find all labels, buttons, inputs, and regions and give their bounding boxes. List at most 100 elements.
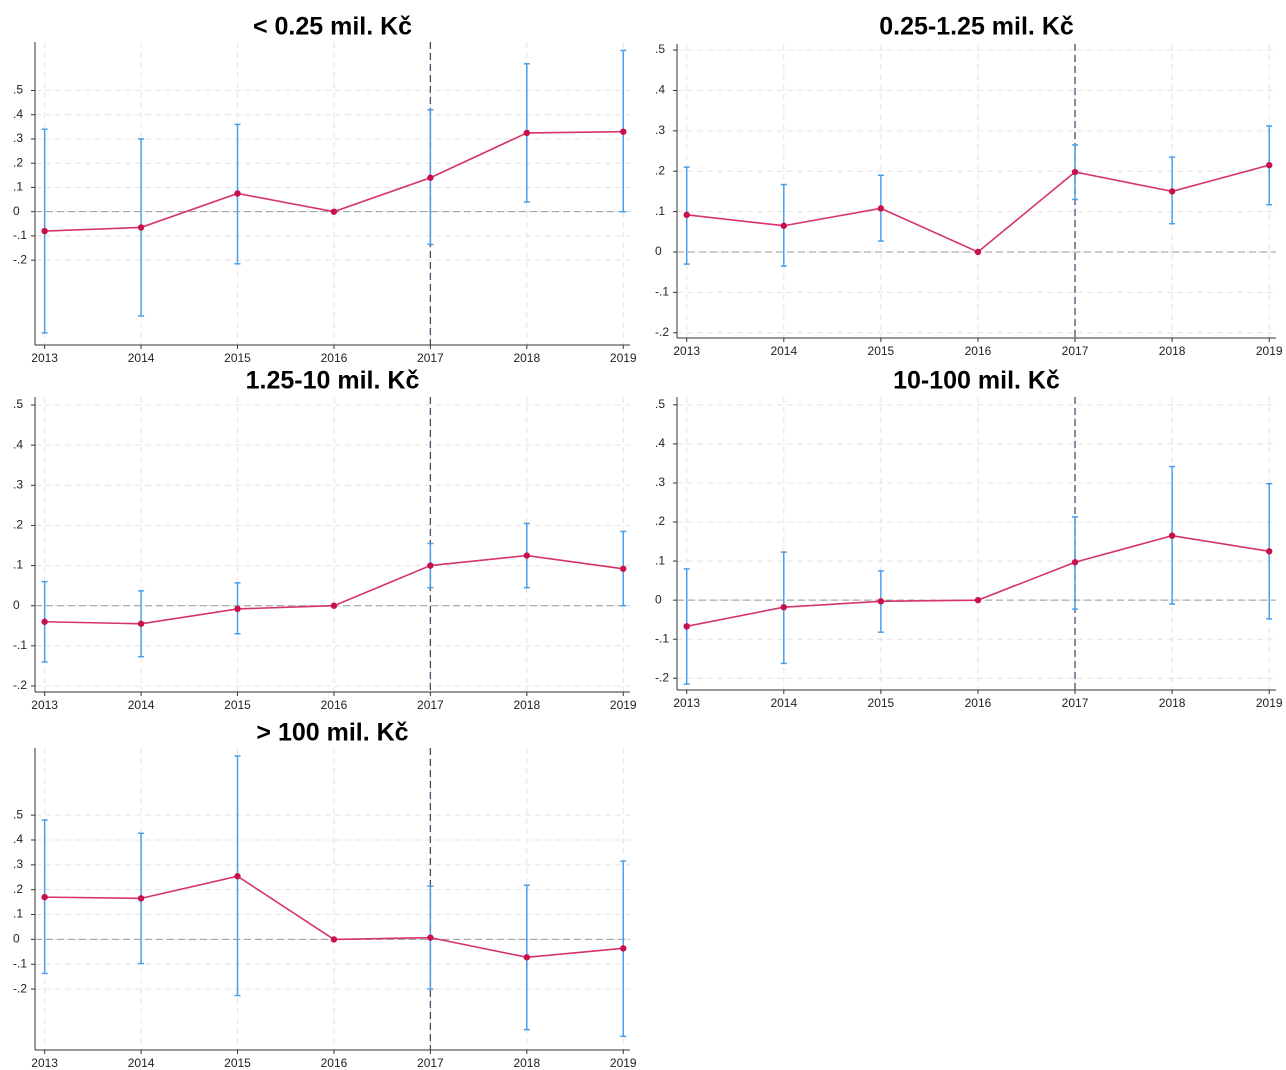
x-tick-label: 2014 [128,1056,155,1070]
point [683,211,690,219]
point [427,174,434,181]
x-tick-label: 2017 [417,1056,444,1070]
y-tick-label: .4 [655,436,665,450]
y-tick-label: -.2 [13,981,27,995]
x-tick-label: 2014 [770,344,797,358]
panel-title: > 100 mil. Kč [256,719,408,747]
x-tick-label: 2013 [673,696,700,710]
point [780,222,787,229]
point [137,620,145,627]
point [330,936,338,943]
panel: 1.25-10 mil. Kč -.2 -.1 0 .1 .2 .3 .4 .5 2013 2014… [13,367,637,713]
x-tick-label: 2016 [321,351,348,365]
y-tick-label: .4 [13,437,23,451]
x-tick-label: 2016 [321,698,348,712]
point [1266,161,1273,169]
point [780,603,787,611]
x-tick-label: 2019 [610,1056,637,1070]
y-tick-label: .3 [655,475,665,489]
point [523,552,531,559]
y-tick-label: -.1 [13,956,27,970]
point [1168,188,1176,195]
y-tick-label: .1 [13,558,23,572]
y-tick-label: .3 [13,857,23,871]
point [1168,532,1176,539]
y-tick-label: .4 [13,832,23,846]
point [877,205,885,212]
x-tick-label: 2013 [31,698,58,712]
point [137,224,145,231]
y-tick-label: -.1 [13,228,27,242]
panel: 0.25-1.25 mil. Kč -.2 -.1 0 .1 .2 .3 .4 .5 2013 20… [655,13,1283,359]
y-tick-label: .5 [655,42,665,56]
y-tick-label: -.2 [13,252,27,266]
y-tick-label: .2 [655,514,665,528]
x-tick-label: 2019 [1256,344,1283,358]
x-tick-label: 2018 [513,351,540,365]
point [330,602,338,609]
y-tick-label: .1 [13,907,23,921]
point [523,954,531,961]
x-tick-label: 2019 [610,698,637,712]
point [1071,168,1079,176]
panel: < 0.25 mil. Kč -.2 -.1 0 .1 .2 .3 .4 .5 2013 2014 2… [13,13,637,366]
y-tick-label: .4 [13,107,23,121]
y-tick-label: .2 [13,518,23,532]
point [41,618,48,625]
x-tick-label: 2016 [965,344,992,358]
panel: 10-100 mil. Kč -.2 -.1 0 .1 .2 .3 .4 .5 2013 2014 2… [655,367,1283,711]
x-tick-label: 2017 [417,351,444,365]
y-tick-label: 0 [13,204,20,218]
y-tick-label: .3 [13,131,23,145]
x-tick-label: 2014 [770,696,797,710]
y-tick-label: .2 [13,155,23,169]
point [974,596,982,604]
point [234,605,241,613]
point [41,227,48,235]
point [41,893,48,901]
y-tick-label: -.1 [13,638,27,652]
x-tick-label: 2015 [868,344,895,358]
point [620,565,627,572]
x-tick-label: 2018 [513,1056,540,1070]
x-tick-label: 2016 [321,1056,348,1070]
x-tick-label: 2015 [224,1056,251,1070]
x-tick-label: 2018 [1159,344,1186,358]
x-tick-label: 2017 [417,698,444,712]
point [234,190,241,197]
y-tick-label: -.2 [655,325,669,339]
y-tick-label: 0 [13,598,20,612]
point [974,248,982,256]
panel-title: 0.25-1.25 mil. Kč [879,13,1074,41]
x-tick-label: 2019 [610,351,637,365]
y-tick-label: .5 [13,807,23,821]
x-tick-label: 2017 [1062,344,1089,358]
y-tick-label: -.2 [13,678,27,692]
point [683,623,690,630]
x-tick-label: 2014 [128,351,155,365]
y-tick-label: .1 [655,204,665,218]
point [1266,548,1273,555]
x-tick-label: 2014 [128,698,155,712]
x-tick-label: 2013 [31,351,58,365]
point [427,562,434,569]
y-tick-label: .5 [13,83,23,97]
y-tick-label: 0 [655,244,662,258]
point [523,129,531,137]
point [1071,559,1079,566]
x-tick-label: 2013 [673,344,700,358]
point [137,895,145,902]
y-tick-label: .5 [13,397,23,411]
panel: > 100 mil. Kč -.2 -.1 0 .1 .2 .3 .4 .5 2013 2014 20… [13,719,637,1070]
y-tick-label: .3 [13,477,23,491]
point [620,128,627,135]
x-tick-label: 2017 [1062,696,1089,710]
panel-title: 10-100 mil. Kč [893,367,1060,395]
y-tick-label: .2 [13,882,23,896]
x-tick-label: 2019 [1256,696,1283,710]
point [427,934,434,941]
x-tick-label: 2015 [224,351,251,365]
x-tick-label: 2018 [1159,696,1186,710]
